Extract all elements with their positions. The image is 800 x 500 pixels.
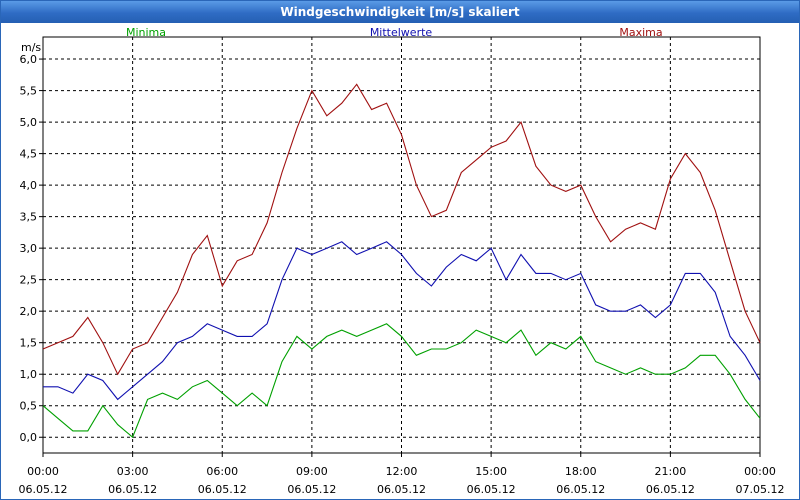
x-tick-date: 07.05.12 bbox=[736, 483, 785, 496]
x-tick-time: 00:00 bbox=[744, 465, 776, 478]
y-axis-label: m/s bbox=[21, 41, 41, 54]
chart: 0,00,51,01,52,02,53,03,54,04,55,05,56,0 … bbox=[19, 26, 785, 496]
y-tick-label: 6,0 bbox=[20, 53, 38, 66]
legend-item-mittelwerte: Mittelwerte bbox=[370, 26, 433, 39]
x-tick-date: 06.05.12 bbox=[377, 483, 426, 496]
x-tick-time: 15:00 bbox=[475, 465, 507, 478]
x-tick-date: 06.05.12 bbox=[287, 483, 336, 496]
y-tick-label: 0,0 bbox=[20, 431, 38, 444]
legend: Minima Mittelwerte Maxima bbox=[126, 26, 663, 39]
series-lines bbox=[42, 83, 761, 439]
x-tick-time: 06:00 bbox=[206, 465, 238, 478]
y-tick-label: 5,0 bbox=[20, 116, 38, 129]
y-tick-label: 4,0 bbox=[20, 179, 38, 192]
window-title: Windgeschwindigkeit [m/s] skaliert bbox=[1, 1, 799, 23]
series-line-maxima bbox=[42, 83, 761, 376]
x-tick-date: 06.05.12 bbox=[467, 483, 516, 496]
y-tick-label: 4,5 bbox=[20, 148, 38, 161]
y-tick-label: 3,0 bbox=[20, 242, 38, 255]
x-axis: 00:00 06.05.12 03:00 06.05.12 06:00 06.05.12 0… bbox=[19, 453, 785, 496]
y-tick-label: 5,5 bbox=[20, 85, 38, 98]
y-tick-label: 0,5 bbox=[20, 400, 38, 413]
x-tick-date: 06.05.12 bbox=[556, 483, 605, 496]
y-tick-label: 3,5 bbox=[20, 211, 38, 224]
y-tick-label: 2,5 bbox=[20, 274, 38, 287]
y-axis: 0,0 0,5 1,0 1,5 2,0 2,5 3,0 3,5 4,0 4,5 5,0 5,5 6,0 bbox=[20, 53, 43, 444]
x-tick-date: 06.05.12 bbox=[19, 483, 68, 496]
legend-item-maxima: Maxima bbox=[619, 26, 662, 39]
x-tick-date: 06.05.12 bbox=[646, 483, 695, 496]
x-tick-time: 21:00 bbox=[655, 465, 687, 478]
x-tick-time: 09:00 bbox=[296, 465, 328, 478]
legend-item-minima: Minima bbox=[126, 26, 166, 39]
series-line-mittelwerte bbox=[43, 241, 761, 401]
x-tick-time: 03:00 bbox=[117, 465, 149, 478]
x-tick-time: 12:00 bbox=[386, 465, 418, 478]
x-tick-date: 06.05.12 bbox=[108, 483, 157, 496]
x-tick-time: 00:00 bbox=[27, 465, 59, 478]
y-tick-label: 1,5 bbox=[20, 337, 38, 350]
series-line-minima bbox=[42, 323, 761, 439]
y-tick-label: 2,0 bbox=[20, 305, 38, 318]
y-tick-label: 1,0 bbox=[20, 368, 38, 381]
plot-area bbox=[42, 36, 761, 454]
x-tick-date: 06.05.12 bbox=[198, 483, 247, 496]
x-tick-time: 18:00 bbox=[565, 465, 597, 478]
